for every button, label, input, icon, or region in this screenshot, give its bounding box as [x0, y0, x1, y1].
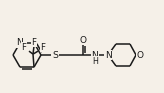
Text: O: O [80, 36, 86, 44]
Text: S: S [52, 50, 58, 60]
Text: F: F [21, 43, 27, 52]
Text: N: N [17, 38, 23, 47]
Text: N: N [105, 50, 111, 60]
Text: N: N [92, 50, 98, 60]
Text: F: F [31, 38, 37, 47]
Text: H: H [92, 57, 98, 65]
Text: F: F [41, 43, 45, 52]
Text: O: O [136, 50, 144, 60]
